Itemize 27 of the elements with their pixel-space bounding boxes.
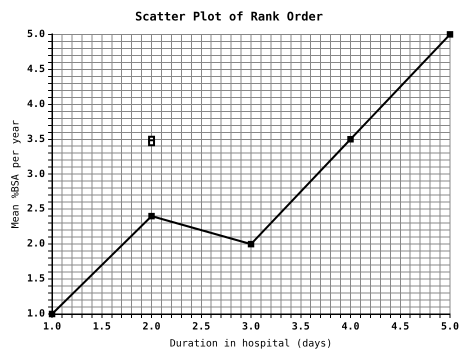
y-tick-label: 3.0 (27, 168, 46, 180)
point (347, 136, 354, 142)
x-tick-label: 1.0 (43, 322, 62, 333)
point (148, 139, 156, 146)
y-tick-label: 2.0 (27, 238, 46, 250)
y-tick-label: 1.0 (27, 308, 46, 320)
y-tick-label: 2.5 (27, 204, 46, 215)
x-tick-label: 1.5 (92, 322, 111, 333)
x-tick-label: 3.5 (292, 322, 310, 333)
x-tick-label: 3.0 (242, 322, 260, 333)
y-tick-label: 5.0 (27, 28, 46, 40)
x-tick-label: 2.5 (192, 322, 210, 333)
point (446, 31, 454, 38)
point (148, 212, 155, 220)
point (248, 240, 254, 248)
x-tick-label: 2.0 (142, 322, 161, 333)
y-tick-label: 3.5 (27, 134, 46, 145)
y-axis-title: Mean %BSA per year (10, 120, 22, 228)
point (48, 310, 56, 318)
x-axis-title: Duration in hospital (days) (170, 338, 332, 350)
x-tick-label: 4.5 (391, 322, 410, 333)
y-tick-label: 4.0 (27, 98, 46, 110)
y-tick-label: 4.5 (27, 64, 46, 75)
x-tick-label: 5.0 (440, 322, 460, 333)
x-tick-label: 4.0 (341, 322, 360, 333)
chart-title: Scatter Plot of Rank Order (135, 9, 323, 24)
y-tick-label: 1.5 (27, 274, 46, 285)
